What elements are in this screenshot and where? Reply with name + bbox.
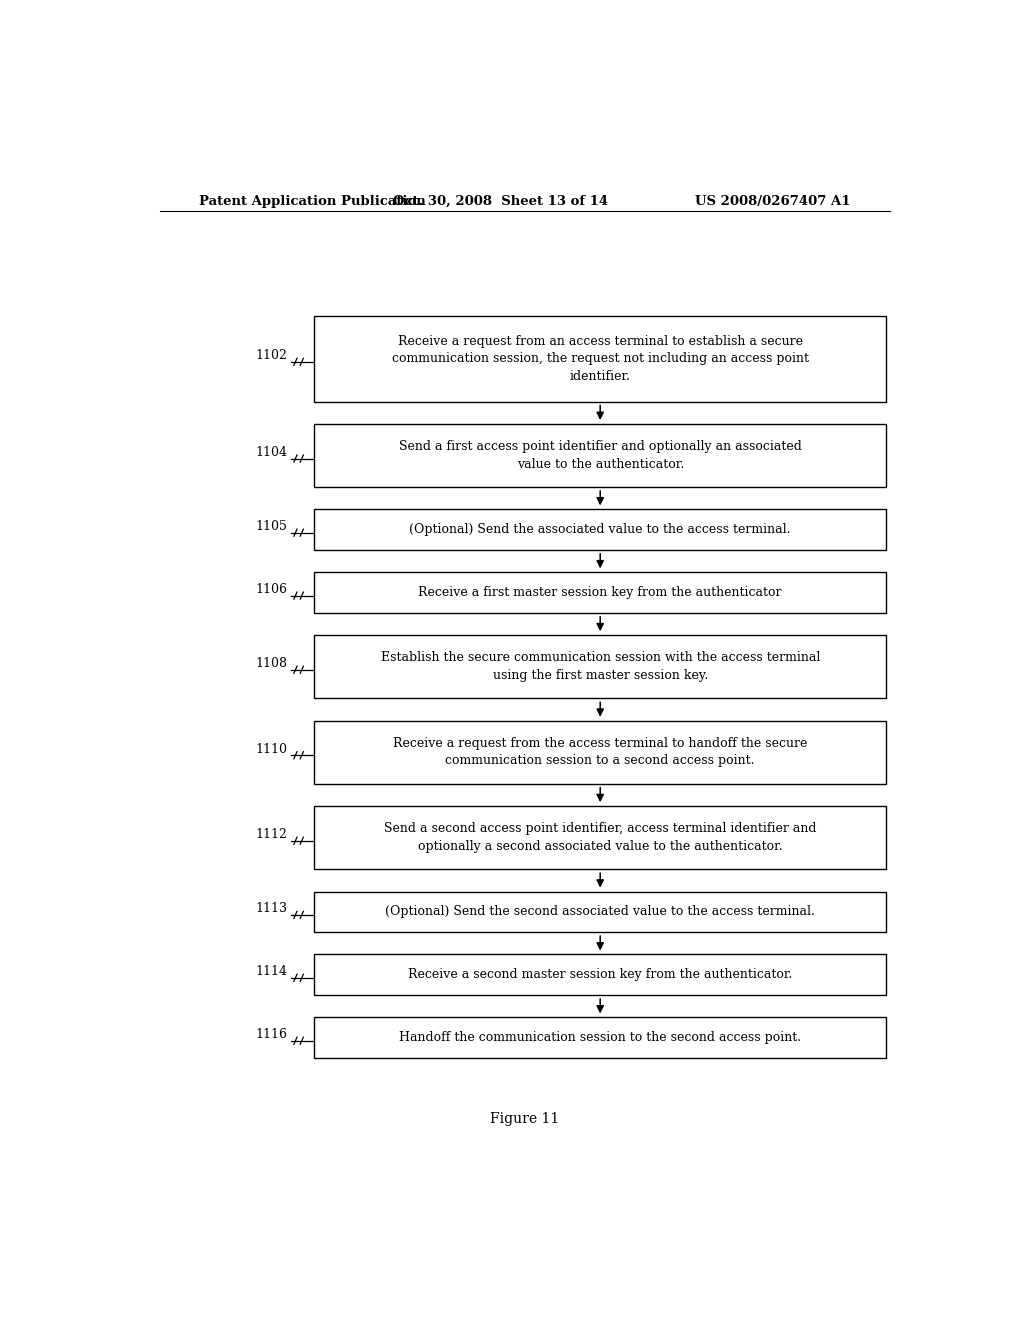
Bar	[314, 954, 886, 995]
Text: 1113: 1113	[255, 903, 287, 915]
Bar	[314, 315, 886, 401]
Text: (Optional) Send the second associated value to the access terminal.: (Optional) Send the second associated va…	[385, 906, 815, 919]
Bar	[314, 891, 886, 932]
Text: Receive a first master session key from the authenticator: Receive a first master session key from …	[419, 586, 782, 599]
Text: US 2008/0267407 A1: US 2008/0267407 A1	[694, 194, 850, 207]
Text: Oct. 30, 2008  Sheet 13 of 14: Oct. 30, 2008 Sheet 13 of 14	[393, 194, 608, 207]
Text: Send a first access point identifier and optionally an associated
value to the a: Send a first access point identifier and…	[398, 440, 802, 471]
Text: 1108: 1108	[255, 657, 287, 671]
Text: Send a second access point identifier, access terminal identifier and
optionally: Send a second access point identifier, a…	[384, 822, 816, 853]
Text: (Optional) Send the associated value to the access terminal.: (Optional) Send the associated value to …	[410, 523, 791, 536]
Text: Receive a request from an access terminal to establish a secure
communication se: Receive a request from an access termina…	[392, 335, 809, 383]
Bar	[314, 807, 886, 869]
Text: Patent Application Publication: Patent Application Publication	[200, 194, 426, 207]
Bar	[314, 510, 886, 550]
Bar	[314, 573, 886, 612]
Text: Figure 11: Figure 11	[490, 1111, 559, 1126]
Text: 1102: 1102	[255, 350, 287, 362]
Text: Receive a request from the access terminal to handoff the secure
communication s: Receive a request from the access termin…	[393, 737, 807, 767]
Text: 1112: 1112	[255, 828, 287, 841]
Text: 1110: 1110	[255, 743, 287, 755]
Text: 1116: 1116	[255, 1028, 287, 1041]
Text: 1104: 1104	[255, 446, 287, 459]
Bar	[314, 635, 886, 698]
Text: 1106: 1106	[255, 583, 287, 597]
Text: 1105: 1105	[255, 520, 287, 533]
Bar	[314, 721, 886, 784]
Text: 1114: 1114	[255, 965, 287, 978]
Bar	[314, 1018, 886, 1057]
Text: Handoff the communication session to the second access point.: Handoff the communication session to the…	[399, 1031, 801, 1044]
Text: Receive a second master session key from the authenticator.: Receive a second master session key from…	[408, 969, 793, 981]
Text: Establish the secure communication session with the access terminal
using the fi: Establish the secure communication sessi…	[381, 652, 820, 682]
Bar	[314, 424, 886, 487]
